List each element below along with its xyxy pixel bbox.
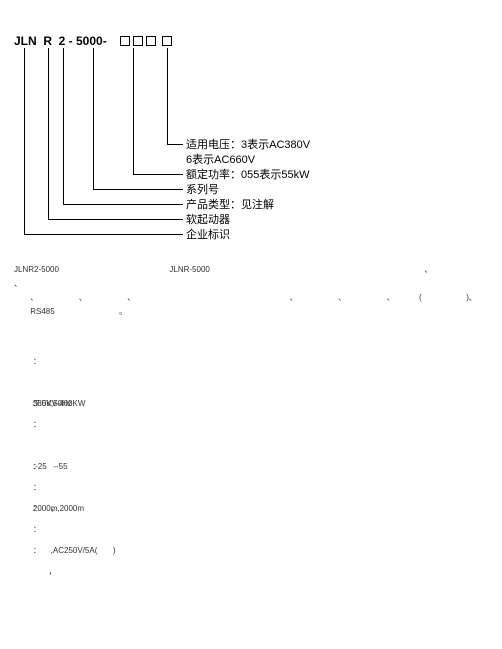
- spec-key: ：: [33, 399, 41, 408]
- leader-line: [63, 48, 64, 204]
- diagram-label: 6表示AC660V: [186, 153, 255, 168]
- text: (: [419, 293, 422, 302]
- leader-line: [48, 219, 183, 220]
- leader-line: [133, 174, 183, 175]
- text: 、: [338, 293, 346, 302]
- placeholder-box: [133, 36, 143, 46]
- model-code-diagram: JLN R 2 - 5000- 适用电压：3表示AC380V 6表示AC660V…: [14, 34, 394, 244]
- placeholder-box: [120, 36, 130, 46]
- text: 。: [119, 307, 127, 316]
- leader-line: [63, 204, 183, 205]
- leader-line: [48, 48, 49, 219]
- desc-line-2: 、 、 、 、 、 、 ( )、: [14, 291, 484, 305]
- spec-key: ：: [33, 420, 41, 429]
- diagram-label: 额定功率：055表示55kW: [186, 168, 309, 183]
- desc-line-1: JLNR2-5000 JLNR-5000 、 、: [14, 263, 484, 291]
- description-paragraph: JLNR2-5000 JLNR-5000 、 、 、 、 、 、 、 、 ( )…: [14, 263, 484, 319]
- text: RS485: [30, 307, 54, 316]
- spec-key: ：: [33, 525, 41, 534]
- spec-key: ：: [33, 504, 41, 513]
- text: JLNR-5000: [169, 265, 209, 274]
- spec-key: ：: [33, 462, 41, 471]
- placeholder-box: [146, 36, 156, 46]
- spec-key: ：: [33, 357, 41, 366]
- desc-line-3: RS485 。: [14, 305, 484, 319]
- text: 、: [127, 293, 135, 302]
- spec-key: ：: [33, 546, 41, 555]
- text: JLNR2-5000: [14, 265, 59, 274]
- text: 、: [14, 279, 22, 288]
- code-prefix: JLN R 2 - 5000-: [14, 34, 107, 48]
- leader-line: [167, 48, 168, 144]
- leader-line: [167, 144, 183, 145]
- diagram-label: 产品类型：见注解: [186, 198, 274, 213]
- text: 、: [387, 293, 395, 302]
- placeholder-box: [162, 36, 172, 46]
- spec-key: ：: [33, 483, 41, 492]
- spec-row: ： 380V,50Hz: [24, 330, 116, 351]
- spec-list: ： 380V,50Hz :7.5KV-400KW ： ： :-25 --55 ：…: [24, 330, 116, 540]
- leader-line: [133, 48, 134, 174]
- diagram-label: 企业标识: [186, 228, 230, 243]
- diagram-label: 软起动器: [186, 213, 230, 228]
- text: 、: [290, 293, 298, 302]
- leader-line: [24, 48, 25, 234]
- spec-row: ： 2000m,2000m: [24, 435, 116, 456]
- text: 、: [79, 293, 87, 302]
- leader-line: [24, 234, 183, 235]
- spec-val: ，: [33, 567, 57, 576]
- spec-val: ,AC250V/5A( ): [33, 546, 116, 555]
- text: 、: [424, 265, 432, 274]
- text: )、: [466, 293, 477, 302]
- leader-line: [93, 48, 94, 189]
- diagram-label: 适用电压：3表示AC380V: [186, 138, 310, 153]
- text: 、: [30, 293, 38, 302]
- leader-line: [93, 189, 183, 190]
- diagram-label: 系列号: [186, 183, 219, 198]
